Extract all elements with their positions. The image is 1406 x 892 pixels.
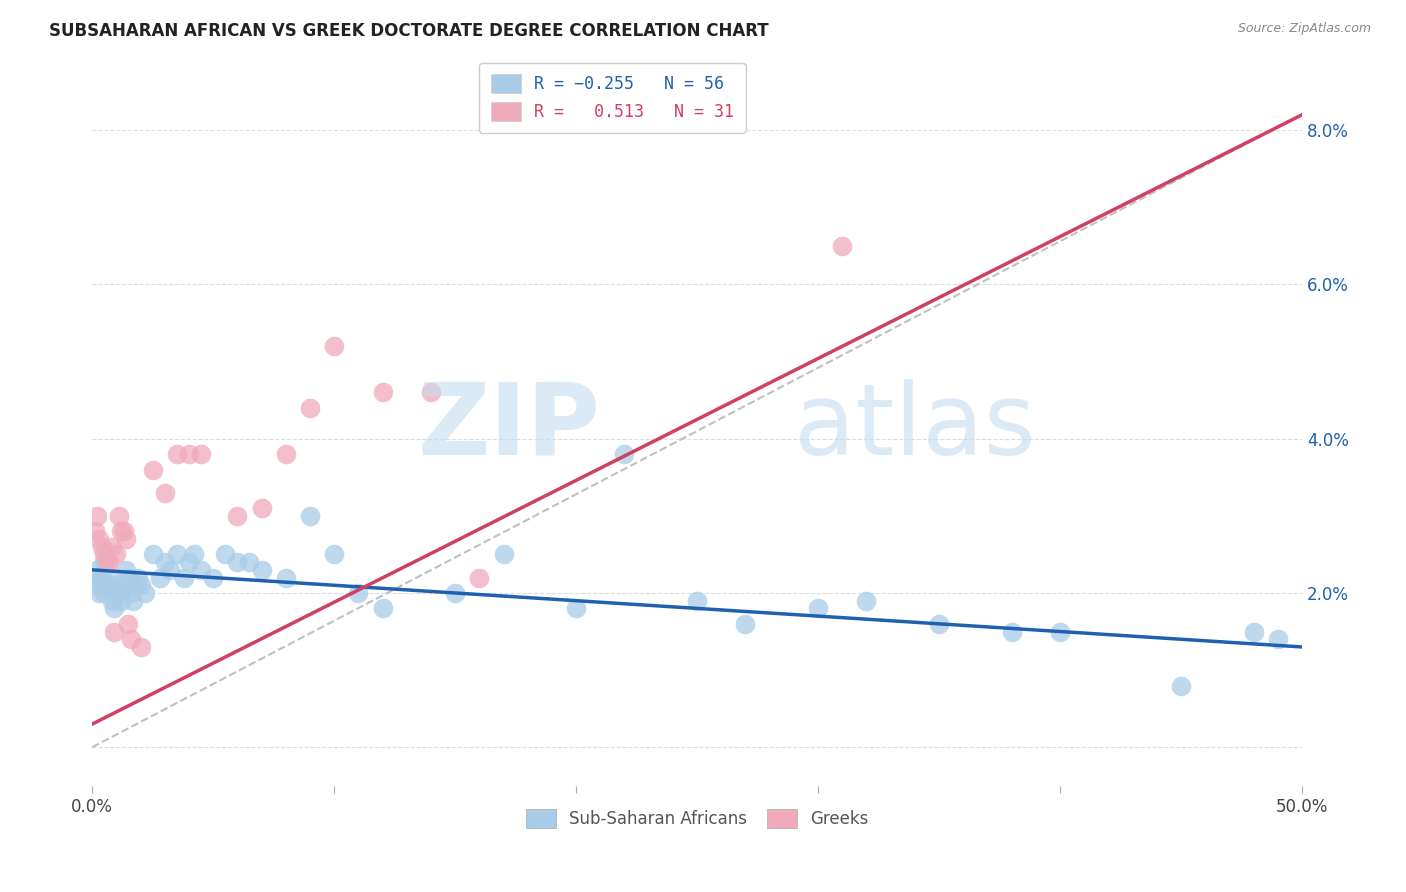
Point (89, 586, 111, 600)
Point (86, 508, 108, 523)
Point (129, 578, 152, 592)
Point (105, 578, 128, 592)
Point (166, 548, 188, 562)
Point (226, 555, 249, 569)
Point (103, 624, 125, 639)
Point (419, 385, 441, 400)
Text: ZIP: ZIP (418, 378, 600, 475)
Point (166, 447, 188, 461)
Point (142, 462, 165, 476)
Point (115, 563, 138, 577)
Point (83, 570, 105, 584)
Point (153, 555, 176, 569)
Point (98, 555, 121, 569)
Point (93, 555, 115, 569)
Point (1170, 679, 1192, 693)
Point (831, 239, 853, 253)
Point (112, 578, 135, 592)
Point (686, 593, 709, 607)
Point (117, 616, 139, 631)
Text: Source: ZipAtlas.com: Source: ZipAtlas.com (1237, 22, 1371, 36)
Point (274, 570, 297, 584)
Point (190, 563, 212, 577)
Point (177, 555, 200, 569)
Point (928, 616, 950, 631)
Point (120, 632, 142, 647)
Point (86, 563, 108, 577)
Point (214, 548, 236, 562)
Point (323, 548, 346, 562)
Point (177, 447, 200, 461)
Point (83, 524, 105, 539)
Point (1000, 624, 1022, 639)
Text: atlas: atlas (794, 378, 1035, 475)
Point (371, 601, 394, 615)
Legend: Sub-Saharan Africans, Greeks: Sub-Saharan Africans, Greeks (519, 802, 876, 835)
Point (807, 601, 830, 615)
Point (274, 447, 297, 461)
Point (323, 339, 346, 353)
Point (89, 578, 111, 592)
Point (134, 586, 156, 600)
Point (100, 540, 122, 554)
Point (98, 570, 121, 584)
Point (125, 578, 148, 592)
Point (96, 555, 118, 569)
Point (110, 593, 132, 607)
Point (127, 570, 149, 584)
Point (183, 548, 205, 562)
Point (492, 548, 515, 562)
Point (103, 601, 125, 615)
Point (298, 508, 321, 523)
Point (112, 524, 135, 539)
Point (105, 548, 128, 562)
Point (107, 508, 129, 523)
Point (120, 586, 142, 600)
Point (115, 532, 138, 546)
Point (734, 616, 756, 631)
Point (226, 508, 249, 523)
Point (1243, 624, 1265, 639)
Point (90, 570, 112, 584)
Point (250, 563, 273, 577)
Point (202, 570, 225, 584)
Point (142, 548, 165, 562)
Point (190, 447, 212, 461)
Point (89, 532, 111, 546)
Point (371, 385, 394, 400)
Point (238, 555, 260, 569)
Point (117, 570, 139, 584)
Point (173, 570, 195, 584)
Point (93, 548, 115, 562)
Point (347, 586, 370, 600)
Point (1267, 632, 1289, 647)
Point (96, 578, 118, 592)
Point (1049, 624, 1071, 639)
Point (468, 570, 491, 584)
Text: SUBSAHARAN AFRICAN VS GREEK DOCTORATE DEGREE CORRELATION CHART: SUBSAHARAN AFRICAN VS GREEK DOCTORATE DE… (49, 22, 769, 40)
Point (107, 586, 129, 600)
Point (153, 485, 176, 500)
Point (444, 586, 467, 600)
Point (90, 540, 112, 554)
Point (122, 593, 145, 607)
Point (855, 593, 877, 607)
Point (93, 586, 115, 600)
Point (129, 640, 152, 654)
Point (110, 524, 132, 539)
Point (159, 563, 181, 577)
Point (149, 570, 172, 584)
Point (613, 447, 636, 461)
Point (250, 501, 273, 516)
Point (100, 593, 122, 607)
Point (298, 401, 321, 415)
Point (565, 601, 588, 615)
